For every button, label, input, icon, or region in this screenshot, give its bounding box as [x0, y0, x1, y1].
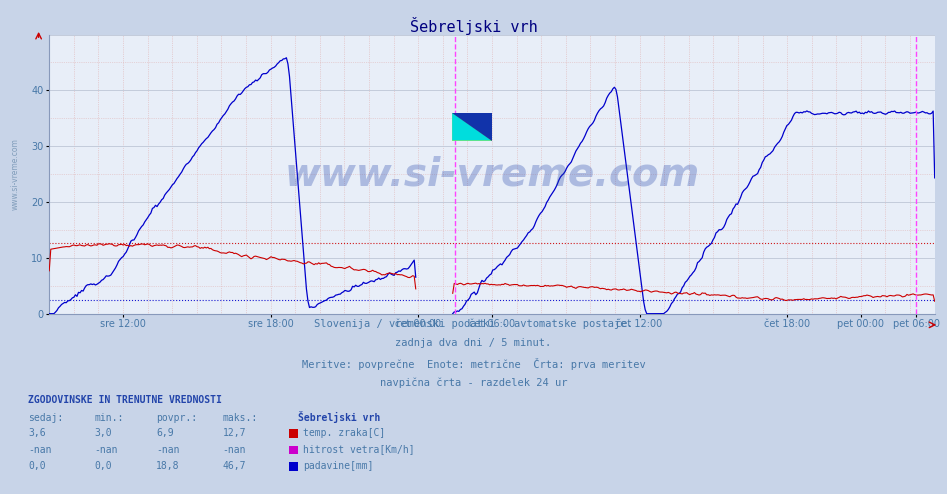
- Text: padavine[mm]: padavine[mm]: [303, 461, 373, 471]
- Polygon shape: [452, 113, 492, 141]
- Text: 46,7: 46,7: [223, 461, 246, 471]
- Polygon shape: [452, 113, 492, 141]
- Text: -nan: -nan: [156, 445, 180, 454]
- Text: www.si-vreme.com: www.si-vreme.com: [11, 138, 20, 210]
- Text: -nan: -nan: [223, 445, 246, 454]
- Text: -nan: -nan: [95, 445, 118, 454]
- Text: 18,8: 18,8: [156, 461, 180, 471]
- Text: Slovenija / vremenski podatki - avtomatske postaje.: Slovenija / vremenski podatki - avtomats…: [314, 319, 633, 329]
- Text: Šebreljski vrh: Šebreljski vrh: [298, 412, 381, 423]
- Text: Šebreljski vrh: Šebreljski vrh: [410, 17, 537, 35]
- Text: zadnja dva dni / 5 minut.: zadnja dva dni / 5 minut.: [396, 338, 551, 348]
- Text: 6,9: 6,9: [156, 428, 174, 438]
- Text: hitrost vetra[Km/h]: hitrost vetra[Km/h]: [303, 445, 415, 454]
- Text: 3,6: 3,6: [28, 428, 46, 438]
- FancyBboxPatch shape: [452, 113, 492, 141]
- Text: povpr.:: povpr.:: [156, 413, 197, 423]
- Text: www.si-vreme.com: www.si-vreme.com: [284, 155, 700, 193]
- Text: sedaj:: sedaj:: [28, 413, 63, 423]
- Text: 0,0: 0,0: [95, 461, 113, 471]
- Text: 0,0: 0,0: [28, 461, 46, 471]
- Text: 12,7: 12,7: [223, 428, 246, 438]
- Text: navpična črta - razdelek 24 ur: navpična črta - razdelek 24 ur: [380, 378, 567, 388]
- Text: Meritve: povprečne  Enote: metrične  Črta: prva meritev: Meritve: povprečne Enote: metrične Črta:…: [302, 358, 645, 370]
- Text: temp. zraka[C]: temp. zraka[C]: [303, 428, 385, 438]
- Text: min.:: min.:: [95, 413, 124, 423]
- Text: ZGODOVINSKE IN TRENUTNE VREDNOSTI: ZGODOVINSKE IN TRENUTNE VREDNOSTI: [28, 395, 223, 405]
- Text: maks.:: maks.:: [223, 413, 258, 423]
- Text: 3,0: 3,0: [95, 428, 113, 438]
- Text: -nan: -nan: [28, 445, 52, 454]
